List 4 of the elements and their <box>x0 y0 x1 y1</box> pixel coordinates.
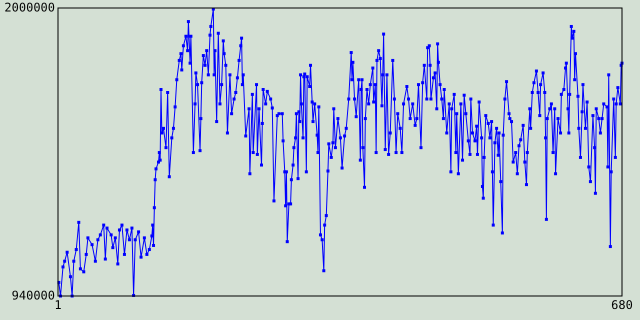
y-tick-label: 940000 <box>12 288 55 302</box>
x-tick-label: 680 <box>611 298 633 312</box>
y-tick-label: 2000000 <box>4 0 55 14</box>
x-tick-label: 1 <box>54 298 62 312</box>
